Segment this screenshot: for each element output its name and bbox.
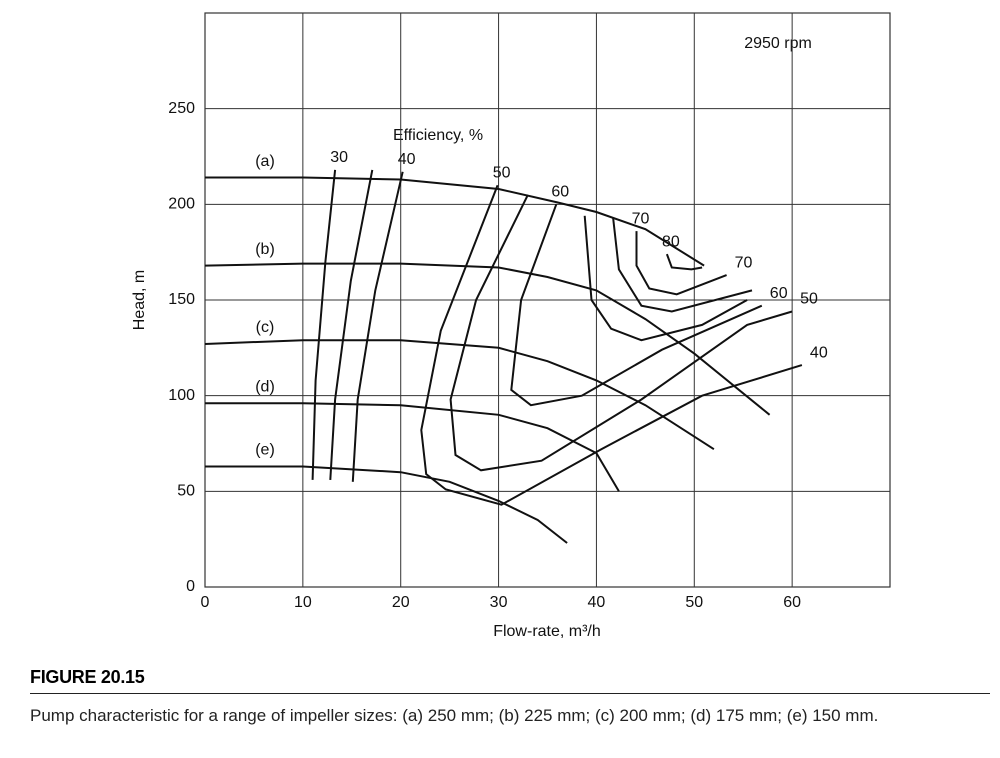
contour-label: 70 (632, 210, 650, 227)
y-tick-label: 200 (168, 196, 195, 213)
contour-label: 40 (810, 344, 828, 361)
efficiency-contour (665, 253, 703, 271)
x-tick-label: 30 (490, 594, 508, 611)
contour-label: 30 (330, 149, 348, 166)
y-tick-label: 50 (177, 483, 195, 500)
contour-label: 60 (551, 184, 569, 201)
efficiency-contour (449, 194, 793, 472)
efficiency-contour (583, 215, 748, 342)
y-tick-label: 150 (168, 291, 195, 308)
series-label: (d) (255, 379, 275, 396)
contour-label: 50 (493, 164, 511, 181)
y-tick-label: 100 (168, 387, 195, 404)
efficiency-contour (420, 184, 803, 506)
x-tick-label: 60 (783, 594, 801, 611)
chart: 2950 rpm Efficiency, % Flow-rate, m³/h H… (131, 12, 891, 640)
figure-title: FIGURE 20.15 (30, 667, 145, 687)
x-tick-label: 0 (201, 594, 210, 611)
contour-label: 60 (770, 285, 788, 302)
contour-label: 40 (398, 151, 416, 168)
y-axis-label: Head, m (131, 270, 148, 330)
x-tick-label: 20 (392, 594, 410, 611)
head-curve (205, 176, 705, 267)
head-curve (205, 465, 568, 544)
efficiency-contour (510, 203, 763, 407)
y-tick-label: 0 (186, 578, 195, 595)
x-tick-label: 10 (294, 594, 312, 611)
series-label: (a) (255, 153, 275, 170)
contour-label: 50 (800, 291, 818, 308)
contour-label: 80 (662, 233, 680, 250)
x-tick-label: 40 (588, 594, 606, 611)
efficiency-contour (635, 231, 727, 296)
annotation: Efficiency, % (393, 127, 483, 144)
head-curve (205, 402, 620, 492)
efficiency-contour (311, 169, 337, 480)
efficiency-contour (329, 169, 374, 480)
figure-caption: Pump characteristic for a range of impel… (30, 706, 879, 725)
annotation: 2950 rpm (744, 35, 812, 52)
y-tick-label: 250 (168, 100, 195, 117)
series-label: (e) (255, 442, 275, 459)
head-curve (204, 339, 715, 451)
series-label: (b) (255, 241, 275, 258)
efficiency-contour (351, 171, 404, 482)
rule (30, 693, 990, 694)
x-axis-label: Flow-rate, m³/h (493, 623, 601, 640)
x-tick-label: 50 (685, 594, 703, 611)
efficiency-contour (612, 217, 753, 313)
contour-label: 70 (735, 254, 753, 271)
series-label: (c) (256, 319, 275, 336)
